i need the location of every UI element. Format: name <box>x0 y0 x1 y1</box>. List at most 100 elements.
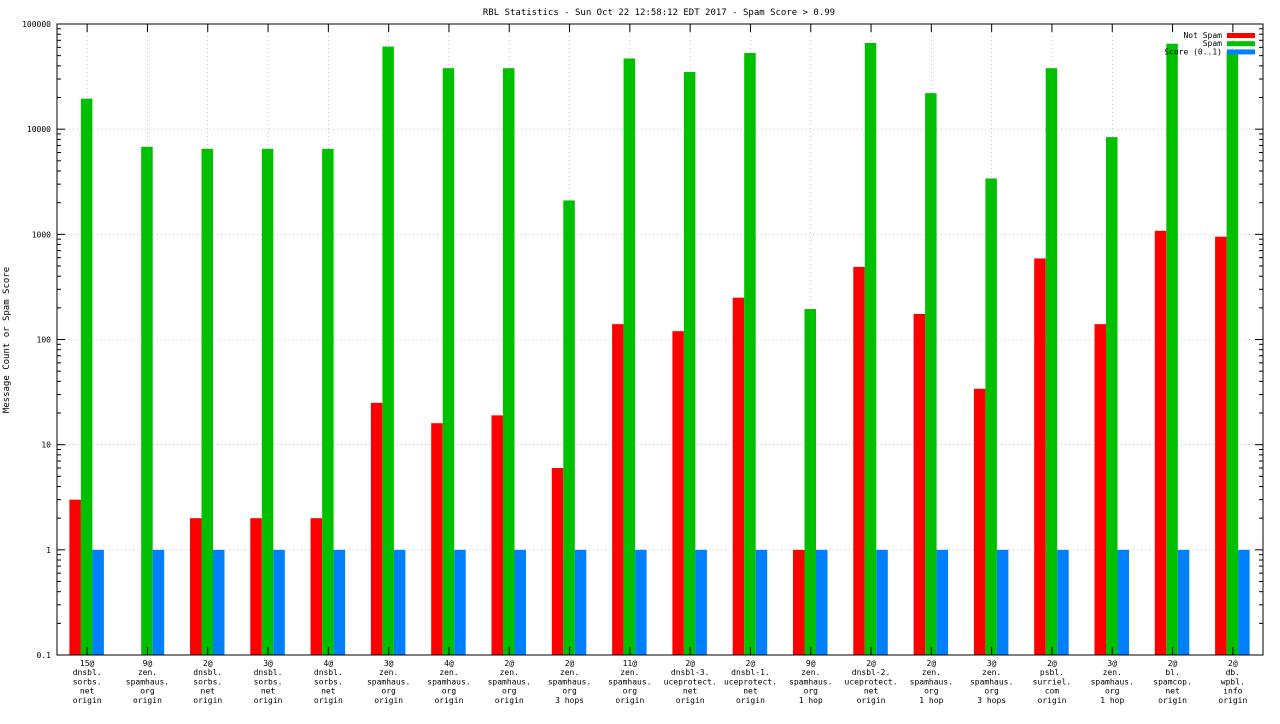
chart-title: RBL Statistics - Sun Oct 22 12:58:12 EDT… <box>483 8 835 18</box>
bar-not-spam <box>973 388 986 655</box>
bar-not-spam <box>310 518 323 655</box>
y-tick-label: 1 <box>46 546 51 555</box>
bar-score-0-1 <box>514 549 526 655</box>
bar-score-0-1 <box>1177 549 1190 655</box>
bar-not-spam <box>250 518 262 655</box>
x-tick-label: 2@ psbl. surriel. com origin <box>1033 659 1072 705</box>
bar-not-spam <box>1215 236 1227 655</box>
legend-label: Spam <box>1203 39 1222 48</box>
bar-score-0-1 <box>816 549 828 655</box>
x-tick-label: 4@ zen. spamhaus. org origin <box>427 659 470 705</box>
x-tick-labels: 15@ dnsbl. sorbs. net origin 9@ zen. spamhaus. o… <box>73 659 1248 705</box>
x-tick-label: 2@ dnsbl-1. uceprotect. net origin <box>724 659 777 705</box>
x-tick-label: 11@ zen. spamhaus. org origin <box>608 659 651 705</box>
bar-score-0-1 <box>876 549 888 655</box>
bar-score-0-1 <box>152 549 165 655</box>
x-tick-label: 2@ bl. spamcop. net origin <box>1153 659 1192 705</box>
bar-spam <box>442 68 455 656</box>
bar-score-0-1 <box>213 549 225 655</box>
bar-not-spam <box>1094 324 1106 655</box>
bar-spam <box>322 148 334 655</box>
bar-not-spam <box>551 467 564 655</box>
bar-not-spam <box>491 415 503 655</box>
bar-score-0-1 <box>635 549 647 655</box>
bar-score-0-1 <box>273 549 285 655</box>
legend-label: Score (0..1) <box>1164 47 1222 56</box>
bar-spam <box>1226 52 1239 656</box>
bar-score-0-1 <box>936 549 949 655</box>
bar-not-spam <box>672 331 684 655</box>
x-tick-label: 3@ zen. spamhaus. org 1 hop <box>1091 659 1134 705</box>
x-tick-label: 2@ dnsbl-2. uceprotect. net origin <box>845 659 898 705</box>
bar-not-spam <box>1034 258 1046 655</box>
bar-spam <box>925 93 937 655</box>
bar-score-0-1 <box>393 549 406 655</box>
bars <box>69 42 1250 656</box>
x-tick-label: 2@ dnsbl. sorbs. net origin <box>193 659 222 705</box>
x-tick-label: 2@ zen. spamhaus. org origin <box>488 659 531 705</box>
bar-not-spam <box>793 549 805 655</box>
x-tick-label: 3@ zen. spamhaus. org 3 hops <box>970 659 1013 705</box>
bar-score-0-1 <box>996 549 1009 655</box>
y-tick-label: 100000 <box>22 20 51 29</box>
bar-spam <box>623 58 636 655</box>
bar-score-0-1 <box>755 549 768 655</box>
x-tick-label: 9@ zen. spamhaus. org origin <box>126 659 169 705</box>
bar-not-spam <box>913 313 926 655</box>
bar-not-spam <box>732 297 745 655</box>
x-tick-label: 3@ zen. spamhaus. org origin <box>367 659 410 705</box>
bar-spam <box>744 52 756 655</box>
x-tick-label: 15@ dnsbl. sorbs. net origin <box>73 659 102 705</box>
y-axis-label: Message Count or Spam Score <box>2 267 12 413</box>
bar-spam <box>261 148 274 655</box>
bar-not-spam <box>190 518 202 655</box>
x-tick-label: 2@ db. wpbl. info origin <box>1218 659 1247 705</box>
bar-score-0-1 <box>333 549 346 655</box>
bar-score-0-1 <box>1057 549 1069 655</box>
y-tick-label: 100 <box>37 336 52 345</box>
bar-spam <box>864 42 877 655</box>
bar-spam <box>80 98 93 656</box>
x-tick-label: 9@ zen. spamhaus. org 1 hop <box>789 659 832 705</box>
y-tick-label: 0.1 <box>37 651 52 660</box>
bar-score-0-1 <box>92 549 104 655</box>
bar-spam <box>1106 137 1118 656</box>
x-tick-label: 2@ dnsbl-3. uceprotect. net origin <box>664 659 717 705</box>
bar-spam <box>382 46 394 655</box>
bar-spam <box>1045 68 1058 656</box>
bar-spam <box>1166 43 1178 655</box>
legend-label: Not Spam <box>1183 31 1222 40</box>
bar-not-spam <box>370 402 383 655</box>
bar-score-0-1 <box>454 549 466 655</box>
bar-not-spam <box>612 324 624 655</box>
axis-ticks: 0.1 1 10 100 1000 10000 100000 <box>22 20 1263 660</box>
y-tick-label: 10 <box>41 441 51 450</box>
x-tick-label: 4@ dnsbl. sorbs. net origin <box>314 659 343 705</box>
y-tick-label: 10000 <box>27 125 51 134</box>
legend-swatch <box>1227 33 1255 38</box>
bar-spam <box>141 146 153 656</box>
bar-spam <box>985 178 997 656</box>
bar-score-0-1 <box>695 549 707 655</box>
bar-spam <box>804 308 816 655</box>
bar-not-spam <box>1154 230 1167 655</box>
bar-score-0-1 <box>1238 549 1250 655</box>
x-tick-label: 2@ zen. spamhaus. org 1 hop <box>910 659 953 705</box>
bar-not-spam <box>69 499 81 655</box>
bar-not-spam <box>853 266 865 655</box>
bar-spam <box>683 71 696 655</box>
x-tick-label: 2@ zen. spamhaus. org 3 hops <box>548 659 591 705</box>
bar-spam <box>503 68 515 656</box>
legend-swatch <box>1227 41 1255 47</box>
legend-swatch <box>1227 49 1255 55</box>
x-tick-label: 3@ dnsbl. sorbs. net origin <box>254 659 283 705</box>
y-tick-label: 1000 <box>32 230 51 239</box>
bar-not-spam <box>431 423 443 655</box>
bar-score-0-1 <box>574 549 587 655</box>
bar-score-0-1 <box>1117 549 1129 655</box>
bar-spam <box>563 200 575 656</box>
bar-spam <box>201 148 213 655</box>
